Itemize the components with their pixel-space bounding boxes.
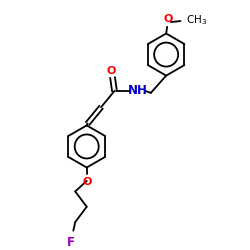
- Text: O: O: [164, 14, 173, 24]
- Text: O: O: [107, 66, 116, 76]
- Text: CH$_3$: CH$_3$: [186, 13, 208, 27]
- Text: O: O: [82, 177, 92, 187]
- Text: NH: NH: [128, 84, 148, 98]
- Text: F: F: [66, 236, 74, 250]
